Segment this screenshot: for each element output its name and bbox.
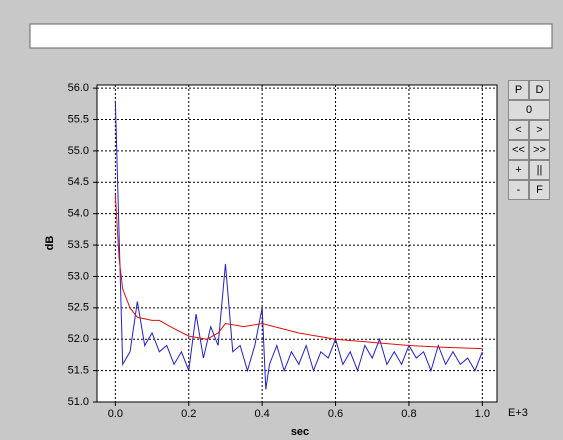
control-button[interactable]: P — [508, 80, 529, 100]
y-tick-label: 51.0 — [68, 396, 89, 408]
y-tick-label: 52.0 — [68, 333, 89, 345]
data-line — [114, 100, 483, 390]
y-tick-label: 56.0 — [68, 82, 89, 94]
x-tick-label: 0.2 — [181, 408, 196, 420]
control-button[interactable]: || — [529, 160, 550, 180]
x-tick-label: 0.4 — [254, 408, 269, 420]
x-tick-label: 0.6 — [328, 408, 343, 420]
x-multiplier: E+3 — [508, 407, 528, 419]
x-tick-label: 1.0 — [475, 408, 490, 420]
control-button[interactable]: < — [508, 120, 529, 140]
x-axis-label: sec — [291, 426, 309, 438]
control-button[interactable]: - — [508, 180, 529, 200]
x-tick-label: 0.8 — [401, 408, 416, 420]
control-button[interactable]: + — [508, 160, 529, 180]
y-tick-label: 55.5 — [68, 113, 89, 125]
plot-area — [96, 84, 498, 403]
control-button[interactable]: > — [529, 120, 550, 140]
control-button[interactable]: F — [529, 180, 550, 200]
y-tick-label: 55.0 — [68, 145, 89, 157]
y-tick-label: 53.0 — [68, 270, 89, 282]
y-tick-label: 51.5 — [68, 365, 89, 377]
y-tick-label: 54.5 — [68, 176, 89, 188]
title-bar — [29, 23, 553, 49]
control-button[interactable]: << — [508, 140, 529, 160]
y-tick-label: 53.5 — [68, 239, 89, 251]
x-tick-label: 0.0 — [108, 408, 123, 420]
y-tick-label: 54.0 — [68, 208, 89, 220]
y-axis-label: dB — [44, 236, 56, 251]
y-tick-label: 52.5 — [68, 302, 89, 314]
control-button[interactable]: D — [529, 80, 550, 100]
control-button[interactable]: 0 — [508, 100, 550, 120]
data-line — [114, 194, 483, 350]
control-button[interactable]: >> — [529, 140, 550, 160]
